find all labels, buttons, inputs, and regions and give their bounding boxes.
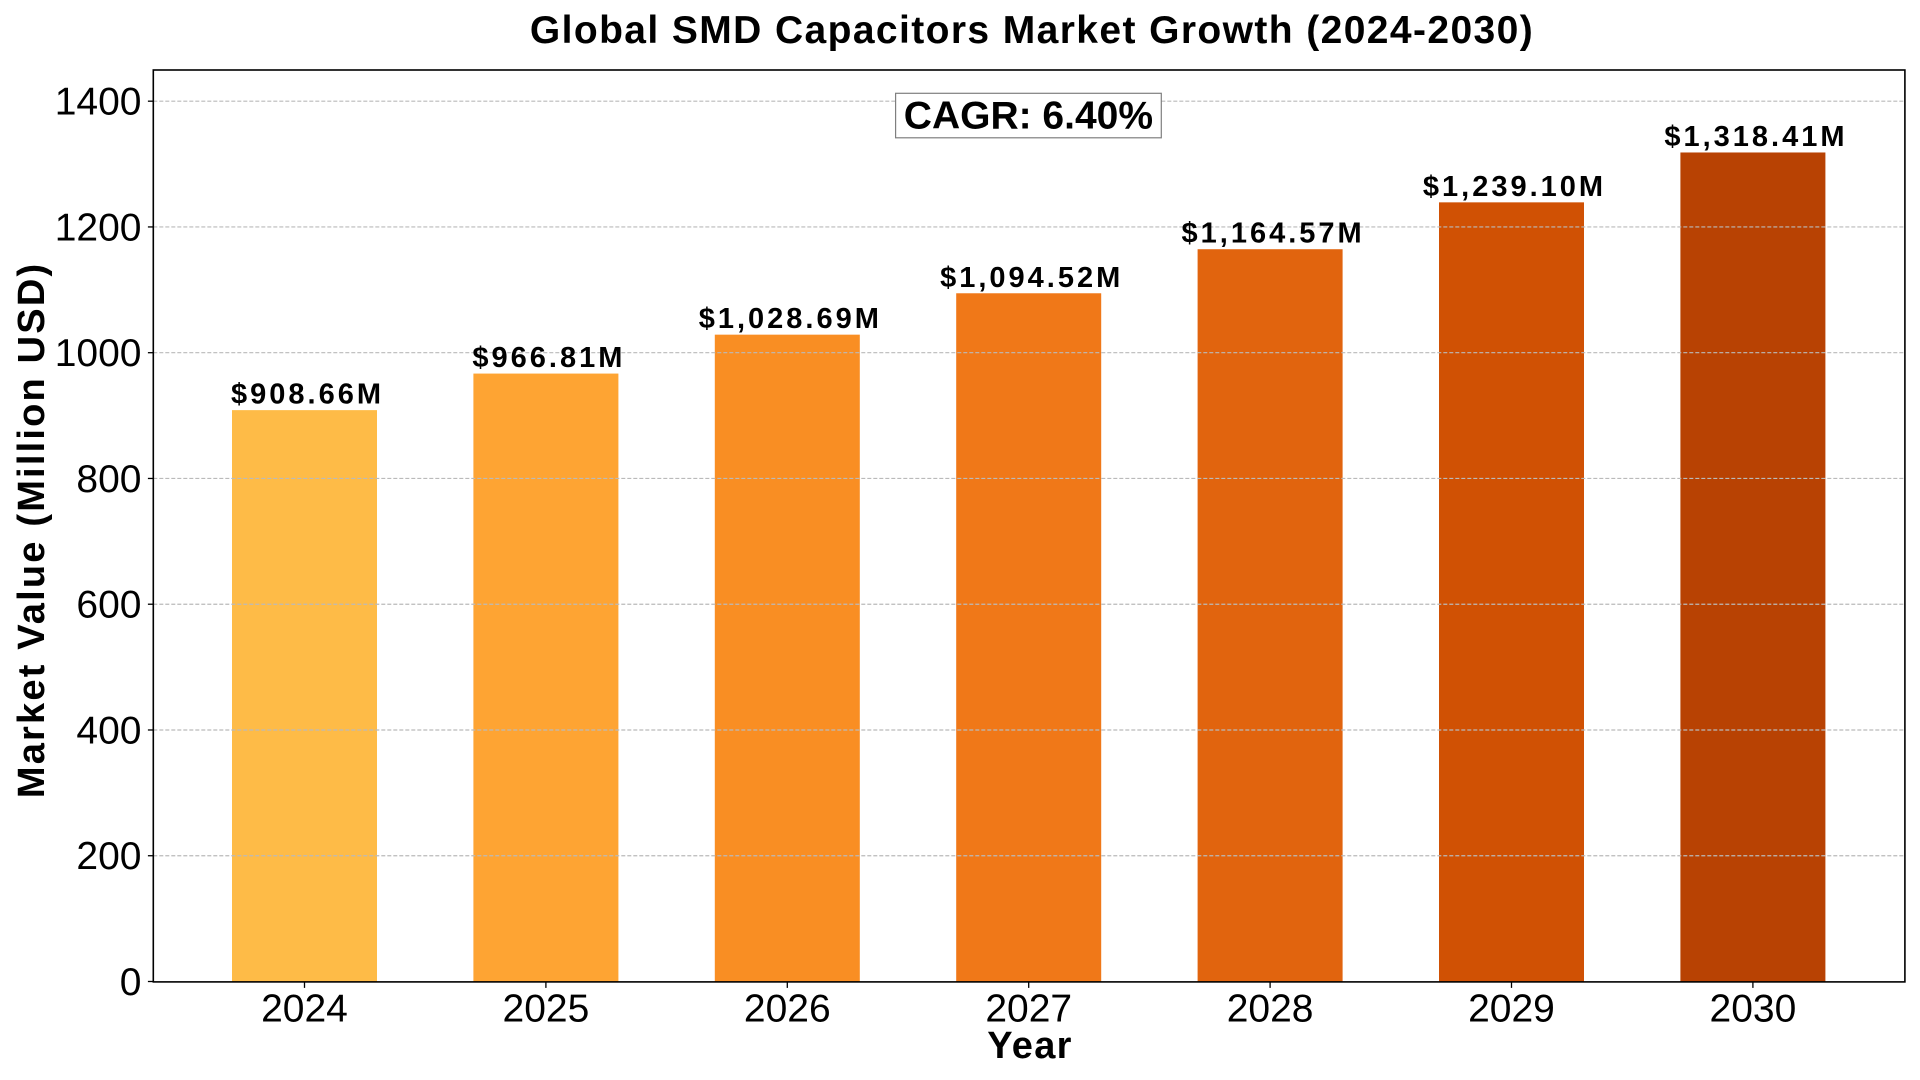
svg-text:$1,164.57M: $1,164.57M bbox=[1182, 218, 1365, 250]
svg-text:1400: 1400 bbox=[55, 81, 142, 124]
svg-text:CAGR: 6.40%: CAGR: 6.40% bbox=[904, 94, 1153, 137]
svg-text:$1,028.69M: $1,028.69M bbox=[699, 303, 882, 335]
svg-text:400: 400 bbox=[76, 709, 141, 752]
svg-text:2029: 2029 bbox=[1468, 987, 1555, 1030]
svg-text:2027: 2027 bbox=[985, 987, 1072, 1030]
svg-text:2030: 2030 bbox=[1710, 987, 1797, 1030]
svg-text:Global SMD Capacitors Market G: Global SMD Capacitors Market Growth (202… bbox=[530, 9, 1534, 52]
svg-text:$966.81M: $966.81M bbox=[472, 342, 625, 374]
svg-text:$1,094.52M: $1,094.52M bbox=[940, 262, 1123, 294]
svg-text:800: 800 bbox=[76, 458, 141, 501]
svg-text:2028: 2028 bbox=[1227, 987, 1314, 1030]
svg-text:Year: Year bbox=[987, 1025, 1073, 1067]
svg-text:$1,318.41M: $1,318.41M bbox=[1664, 121, 1847, 153]
svg-text:1200: 1200 bbox=[55, 206, 142, 249]
svg-text:1000: 1000 bbox=[55, 332, 142, 375]
svg-text:2025: 2025 bbox=[503, 987, 590, 1030]
svg-text:$908.66M: $908.66M bbox=[231, 379, 384, 411]
svg-text:2026: 2026 bbox=[744, 987, 831, 1030]
svg-text:$1,239.10M: $1,239.10M bbox=[1423, 171, 1606, 203]
svg-text:200: 200 bbox=[76, 835, 141, 878]
svg-text:2024: 2024 bbox=[261, 987, 348, 1030]
svg-text:600: 600 bbox=[76, 584, 141, 627]
svg-text:0: 0 bbox=[120, 961, 142, 1004]
svg-text:Market Value (Million USD): Market Value (Million USD) bbox=[11, 262, 53, 799]
